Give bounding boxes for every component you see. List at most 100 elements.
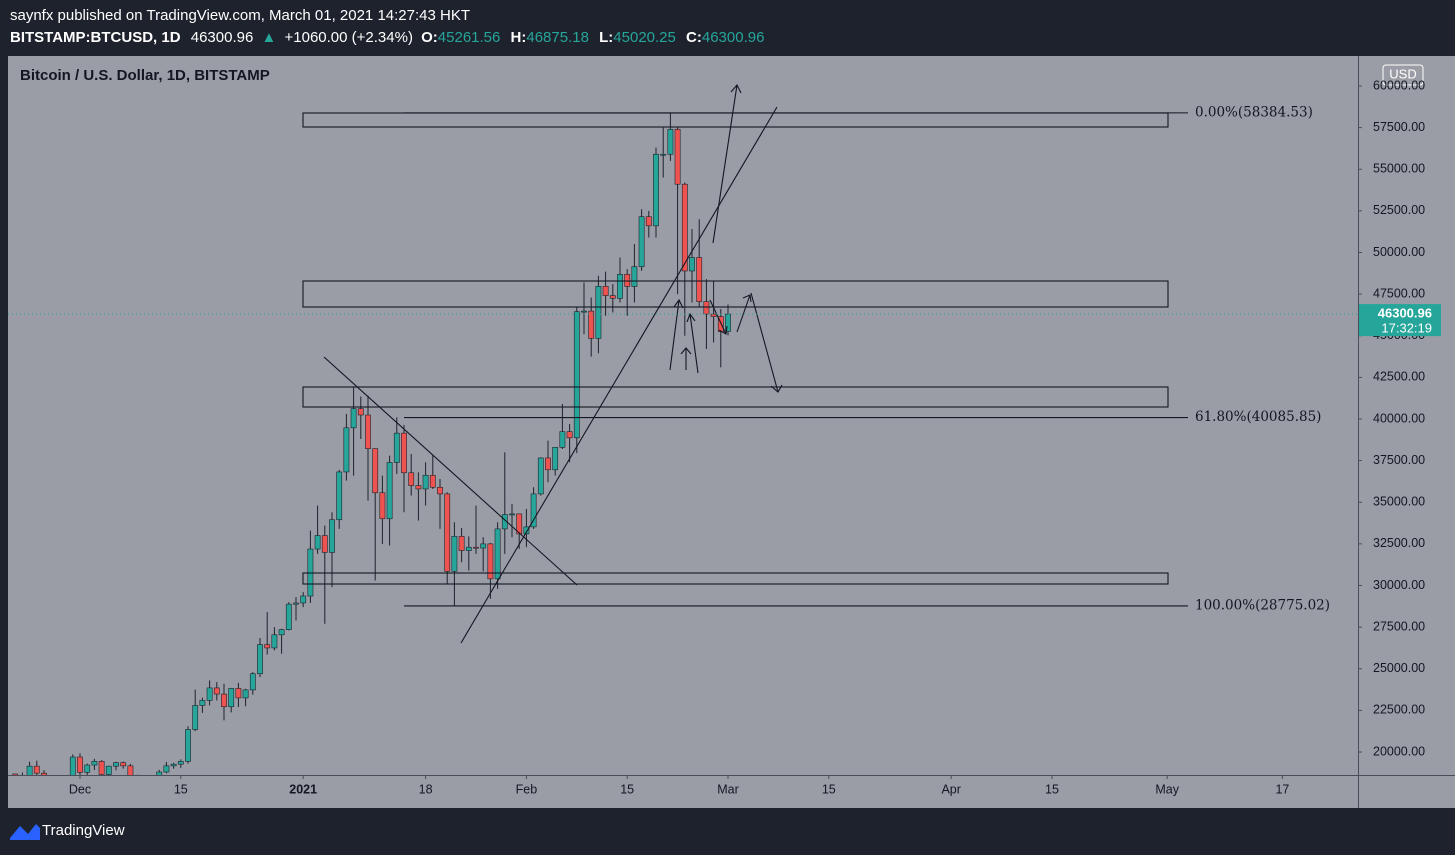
y-tick-label: 40000.00 bbox=[1373, 411, 1425, 425]
candle-body bbox=[681, 183, 688, 272]
candle-body bbox=[343, 427, 350, 473]
currency-badge[interactable] bbox=[1382, 64, 1424, 86]
symbol: BITSTAMP:BTCUSD, 1D bbox=[10, 29, 181, 46]
logo-icon bbox=[10, 824, 40, 840]
candle-body bbox=[559, 431, 566, 448]
candle-body bbox=[674, 128, 681, 185]
candle-body bbox=[127, 765, 134, 775]
high-value: 46875.18 bbox=[526, 29, 589, 46]
candle-body bbox=[696, 257, 703, 302]
candle-body bbox=[105, 765, 112, 775]
y-tick-label: 50000.00 bbox=[1373, 245, 1425, 259]
candle-body bbox=[293, 602, 299, 605]
y-tick-label: 52500.00 bbox=[1373, 203, 1425, 217]
ohlc-label: L: bbox=[599, 29, 613, 46]
candle-body bbox=[437, 486, 443, 495]
candle-body bbox=[638, 216, 645, 267]
candle-body bbox=[264, 644, 271, 649]
candle-body bbox=[667, 128, 674, 155]
y-tick-label: 60000.00 bbox=[1373, 78, 1425, 92]
ohlc-label: O: bbox=[421, 29, 438, 46]
y-tick-label: 20000.00 bbox=[1373, 744, 1425, 758]
fib-label: 0.00%(58384.53) bbox=[1195, 104, 1313, 120]
candle-body bbox=[689, 257, 695, 272]
low-value: 45020.25 bbox=[613, 29, 676, 46]
x-tick-label: Feb bbox=[516, 782, 538, 796]
x-tick-label: May bbox=[1155, 782, 1179, 796]
candle-body bbox=[120, 762, 127, 767]
ohlc-label: C: bbox=[686, 29, 702, 46]
y-tick-label: 55000.00 bbox=[1373, 162, 1425, 176]
candle-body bbox=[242, 689, 249, 699]
last-price-label: 46300.96 bbox=[1378, 306, 1432, 321]
fib-label: 61.80%(40085.85) bbox=[1195, 409, 1321, 425]
up-icon: ▲ bbox=[261, 29, 276, 46]
candle-body bbox=[494, 528, 501, 580]
candle-body bbox=[581, 310, 587, 313]
candle-body bbox=[624, 273, 631, 287]
candle-body bbox=[235, 688, 242, 699]
trend-line bbox=[323, 356, 578, 586]
candle-body bbox=[113, 762, 119, 767]
candle-body bbox=[573, 311, 580, 439]
candle-body bbox=[329, 519, 335, 553]
candle-body bbox=[516, 513, 523, 535]
candle-body bbox=[213, 687, 220, 695]
y-tick-label: 32500.00 bbox=[1373, 536, 1425, 550]
candle-body bbox=[422, 474, 429, 490]
brand: TradingView bbox=[42, 822, 125, 839]
y-tick-label: 25000.00 bbox=[1373, 661, 1425, 675]
y-tick-label: 57500.00 bbox=[1373, 120, 1425, 134]
candle-body bbox=[465, 546, 472, 551]
candle-body bbox=[69, 756, 76, 775]
candle-body bbox=[386, 462, 393, 520]
candle-body bbox=[321, 535, 328, 553]
candle-body bbox=[285, 603, 292, 630]
candle-body bbox=[98, 761, 105, 775]
candle-body bbox=[653, 153, 659, 227]
candle-body bbox=[401, 432, 407, 474]
candle-body bbox=[473, 546, 479, 549]
y-tick-label: 47500.00 bbox=[1373, 286, 1425, 300]
candle-body bbox=[206, 687, 213, 701]
candle-body bbox=[552, 447, 559, 471]
ohlc-label: H: bbox=[511, 29, 527, 46]
candle-body bbox=[26, 765, 33, 775]
open-value: 45261.56 bbox=[438, 29, 501, 46]
candle-body bbox=[41, 772, 47, 775]
candle-body bbox=[379, 492, 386, 520]
candle-body bbox=[156, 771, 163, 775]
trend-line bbox=[460, 106, 778, 644]
candle-body bbox=[91, 761, 98, 766]
y-tick-label: 42500.00 bbox=[1373, 370, 1425, 384]
zone bbox=[302, 386, 1169, 408]
publisher-line: saynfx published on TradingView.com, Mar… bbox=[10, 7, 470, 24]
x-tick-label: 2021 bbox=[289, 782, 317, 796]
arrow bbox=[712, 84, 742, 244]
candle-body bbox=[271, 634, 278, 649]
y-tick-label: 37500.00 bbox=[1373, 453, 1425, 467]
x-tick-label: Mar bbox=[717, 782, 739, 796]
x-tick-label: 18 bbox=[419, 782, 433, 796]
candle-body bbox=[645, 216, 652, 227]
y-tick-label: 22500.00 bbox=[1373, 703, 1425, 717]
candle-body bbox=[566, 431, 573, 439]
candle-body bbox=[221, 693, 227, 708]
arrow bbox=[736, 294, 752, 333]
candle-body bbox=[480, 543, 487, 549]
change: +1060.00 (+2.34%) bbox=[285, 29, 413, 46]
chart-legend: Bitcoin / U.S. Dollar, 1D, BITSTAMP bbox=[20, 67, 270, 84]
currency[interactable]: USD bbox=[1389, 66, 1416, 81]
y-tick-label: 30000.00 bbox=[1373, 578, 1425, 592]
candle-body bbox=[660, 153, 667, 156]
candle-body bbox=[530, 493, 537, 528]
y-tick-label: 35000.00 bbox=[1373, 495, 1425, 509]
candle-body bbox=[408, 472, 415, 486]
candle-body bbox=[631, 266, 638, 287]
candle-body bbox=[199, 700, 206, 706]
candle-body bbox=[429, 474, 436, 488]
candle-body bbox=[523, 526, 530, 535]
candle-body bbox=[278, 629, 285, 636]
candle-body bbox=[350, 408, 357, 429]
